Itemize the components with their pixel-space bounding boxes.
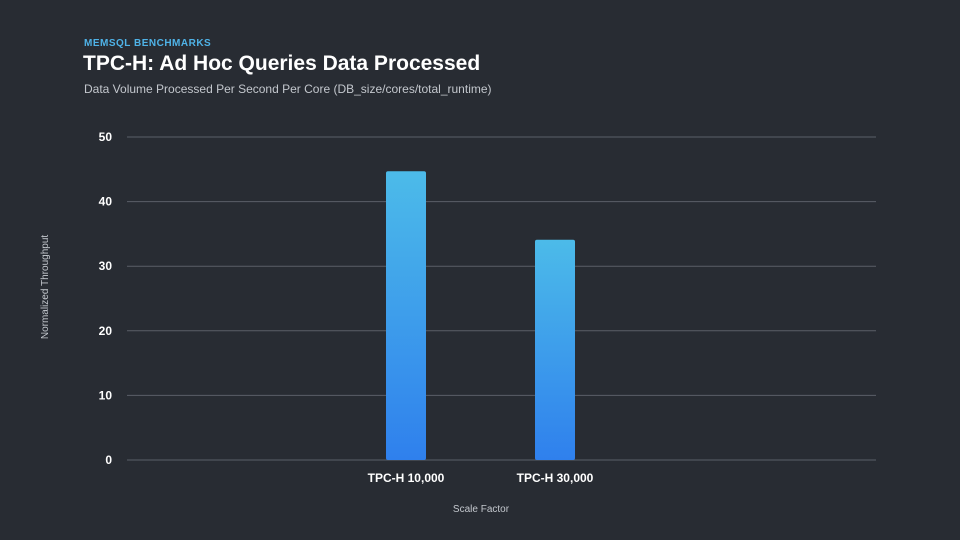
bars — [386, 171, 575, 460]
y-tick-label: 0 — [105, 453, 112, 467]
y-tick-label: 20 — [99, 324, 113, 338]
bar-2[interactable] — [535, 239, 575, 460]
chart-title: TPC-H: Ad Hoc Queries Data Processed — [83, 52, 481, 75]
y-tick-label: 30 — [99, 259, 113, 273]
x-axis-title: Scale Factor — [453, 504, 510, 515]
x-tick-label: TPC-H 30,000 — [517, 471, 594, 485]
bar-1[interactable] — [386, 171, 426, 460]
x-axis-ticks: TPC-H 10,000 TPC-H 30,000 — [368, 471, 594, 485]
y-axis-ticks: 0 10 20 30 40 50 — [99, 130, 113, 467]
chart-subtitle: Data Volume Processed Per Second Per Cor… — [84, 82, 492, 96]
y-axis-title: Normalized Throughput — [40, 235, 51, 340]
y-tick-label: 50 — [99, 130, 113, 144]
x-tick-label: TPC-H 10,000 — [368, 471, 445, 485]
y-tick-label: 10 — [99, 388, 113, 402]
gridlines — [127, 136, 876, 461]
y-tick-label: 40 — [99, 195, 113, 209]
eyebrow-label: MEMSQL BENCHMARKS — [84, 38, 212, 49]
